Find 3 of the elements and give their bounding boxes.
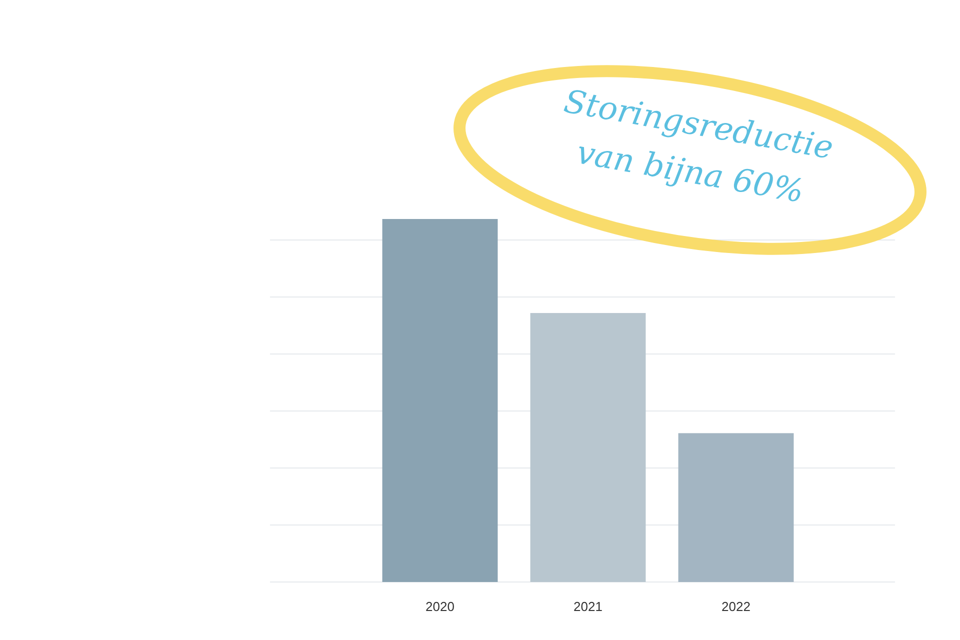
x-tick-label: 2020 [426,599,454,614]
x-tick-label: 2021 [574,599,602,614]
x-tick-label: 2022 [722,599,750,614]
